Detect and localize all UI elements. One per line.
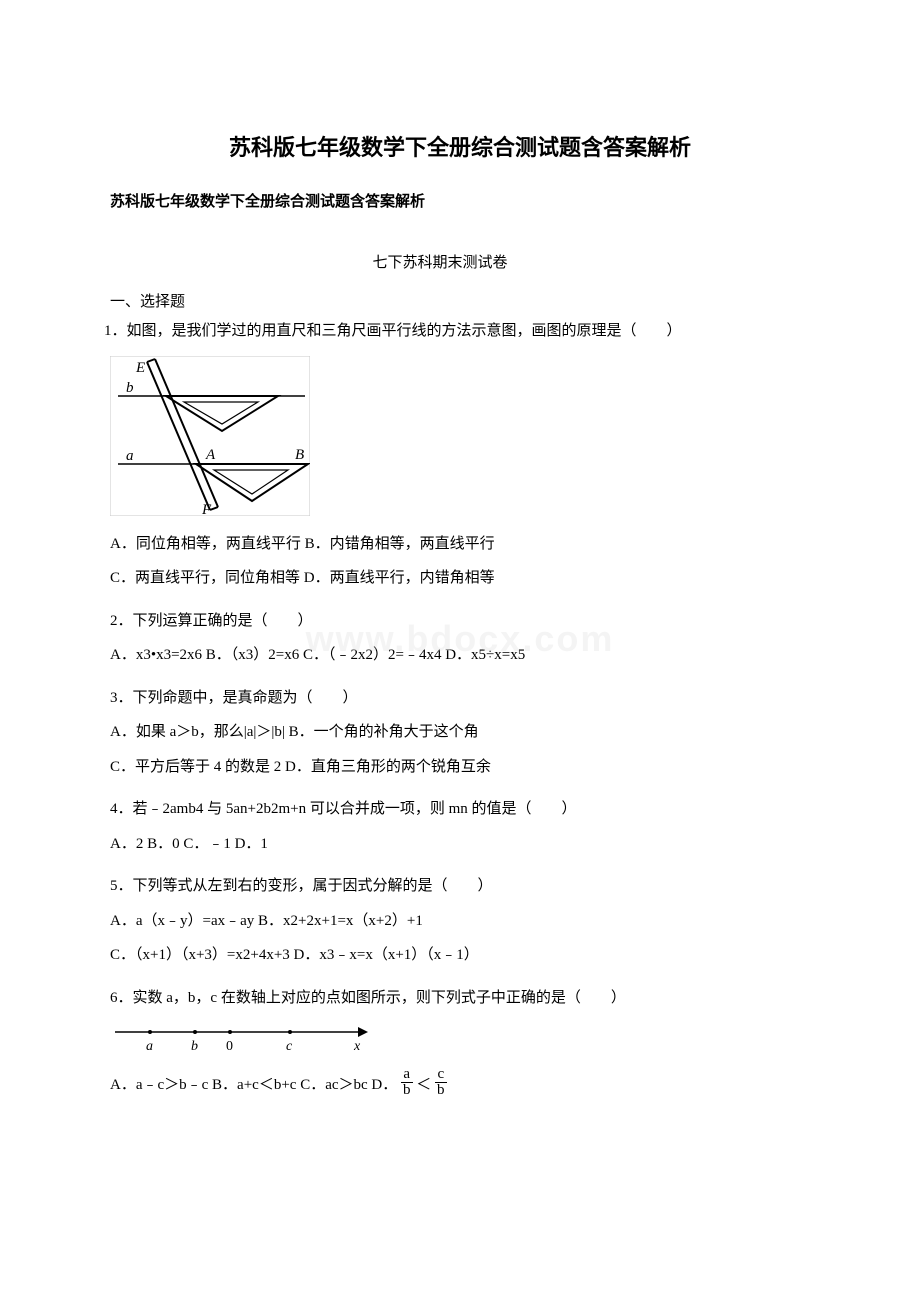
q5-stem: 5．下列等式从左到右的变形，属于因式分解的是（ ） [110,872,810,901]
label-A: A [205,447,216,463]
question-5: 5．下列等式从左到右的变形，属于因式分解的是（ ） A．a（x﹣y）=ax﹣ay… [110,872,810,970]
frac-num: a [401,1067,413,1083]
q5-options-ab: A．a（x﹣y）=ax﹣ay B．x2+2x+1=x（x+2）+1 [110,907,810,936]
q6-figure: a b 0 c x [110,1022,810,1056]
page-subtitle: 苏科版七年级数学下全册综合测试题含答案解析 [110,190,810,211]
lt-sign: ＜ [416,1077,431,1093]
frac-den: b [435,1083,447,1098]
number-line-diagram: a b 0 c x [110,1022,370,1056]
question-2: 2．下列运算正确的是（ ） A．x3•x3=2x6 B．（x3）2=x6 C．（… [110,607,810,670]
label-a: a [146,1039,153,1054]
q6-stem: 6．实数 a，b，c 在数轴上对应的点如图所示，则下列式子中正确的是（ ） [110,984,810,1013]
q1-stem: 1．如图，是我们学过的用直尺和三角尺画平行线的方法示意图，画图的原理是（ ） [104,317,810,346]
q3-stem: 3．下列命题中，是真命题为（ ） [110,684,810,713]
q4-options: A．2 B．0 C．﹣1 D．1 [110,830,810,859]
q2-options: A．x3•x3=2x6 B．（x3）2=x6 C．（﹣2x2）2=﹣4x4 D．… [110,641,810,670]
q1-options-ab: A．同位角相等，两直线平行 B．内错角相等，两直线平行 [110,530,810,559]
section-header: 一、选择题 [110,290,810,311]
q3-options-cd: C．平方后等于 4 的数是 2 D．直角三角形的两个锐角互余 [110,753,810,782]
label-a: a [126,448,134,464]
label-F: F [201,502,212,516]
question-4: 4．若﹣2amb4 与 5an+2b2m+n 可以合并成一项，则 mn 的值是（… [110,795,810,858]
label-c: c [286,1039,293,1054]
frac-num: c [435,1067,447,1083]
q2-stem: 2．下列运算正确的是（ ） [110,607,810,636]
question-1: 1．如图，是我们学过的用直尺和三角尺画平行线的方法示意图，画图的原理是（ ） E… [110,317,810,593]
label-b: b [126,380,134,396]
q5-options-cd: C．（x+1）（x+3）=x2+4x+3 D．x3﹣x=x（x+1）（x﹣1） [110,941,810,970]
question-6: 6．实数 a，b，c 在数轴上对应的点如图所示，则下列式子中正确的是（ ） a … [110,984,810,1102]
label-E: E [135,360,145,376]
fraction-c-over-b: c b [435,1067,447,1098]
exam-label: 七下苏科期末测试卷 [70,251,810,272]
label-B: B [295,447,304,463]
label-b: b [191,1039,198,1054]
triangle-ruler-diagram: E b a A B F [110,356,310,516]
question-3: 3．下列命题中，是真命题为（ ） A．如果 a＞b，那么|a|＞|b| B．一个… [110,684,810,782]
q1-options-cd: C．两直线平行，同位角相等 D．两直线平行，内错角相等 [110,564,810,593]
q6-opt-prefix: A．a﹣c＞b﹣c B．a+c＜b+c C．ac＞bc D． [110,1077,397,1093]
q6-options: A．a﹣c＞b﹣c B．a+c＜b+c C．ac＞bc D． a b ＜ c b [110,1070,810,1101]
fraction-a-over-b: a b [401,1067,413,1098]
frac-den: b [401,1083,413,1098]
q4-stem: 4．若﹣2amb4 与 5an+2b2m+n 可以合并成一项，则 mn 的值是（… [110,795,810,824]
label-zero: 0 [226,1039,233,1054]
q3-options-ab: A．如果 a＞b，那么|a|＞|b| B．一个角的补角大于这个角 [110,718,810,747]
label-x: x [353,1039,361,1054]
q1-figure: E b a A B F [110,356,810,516]
page-title: 苏科版七年级数学下全册综合测试题含答案解析 [110,130,810,162]
